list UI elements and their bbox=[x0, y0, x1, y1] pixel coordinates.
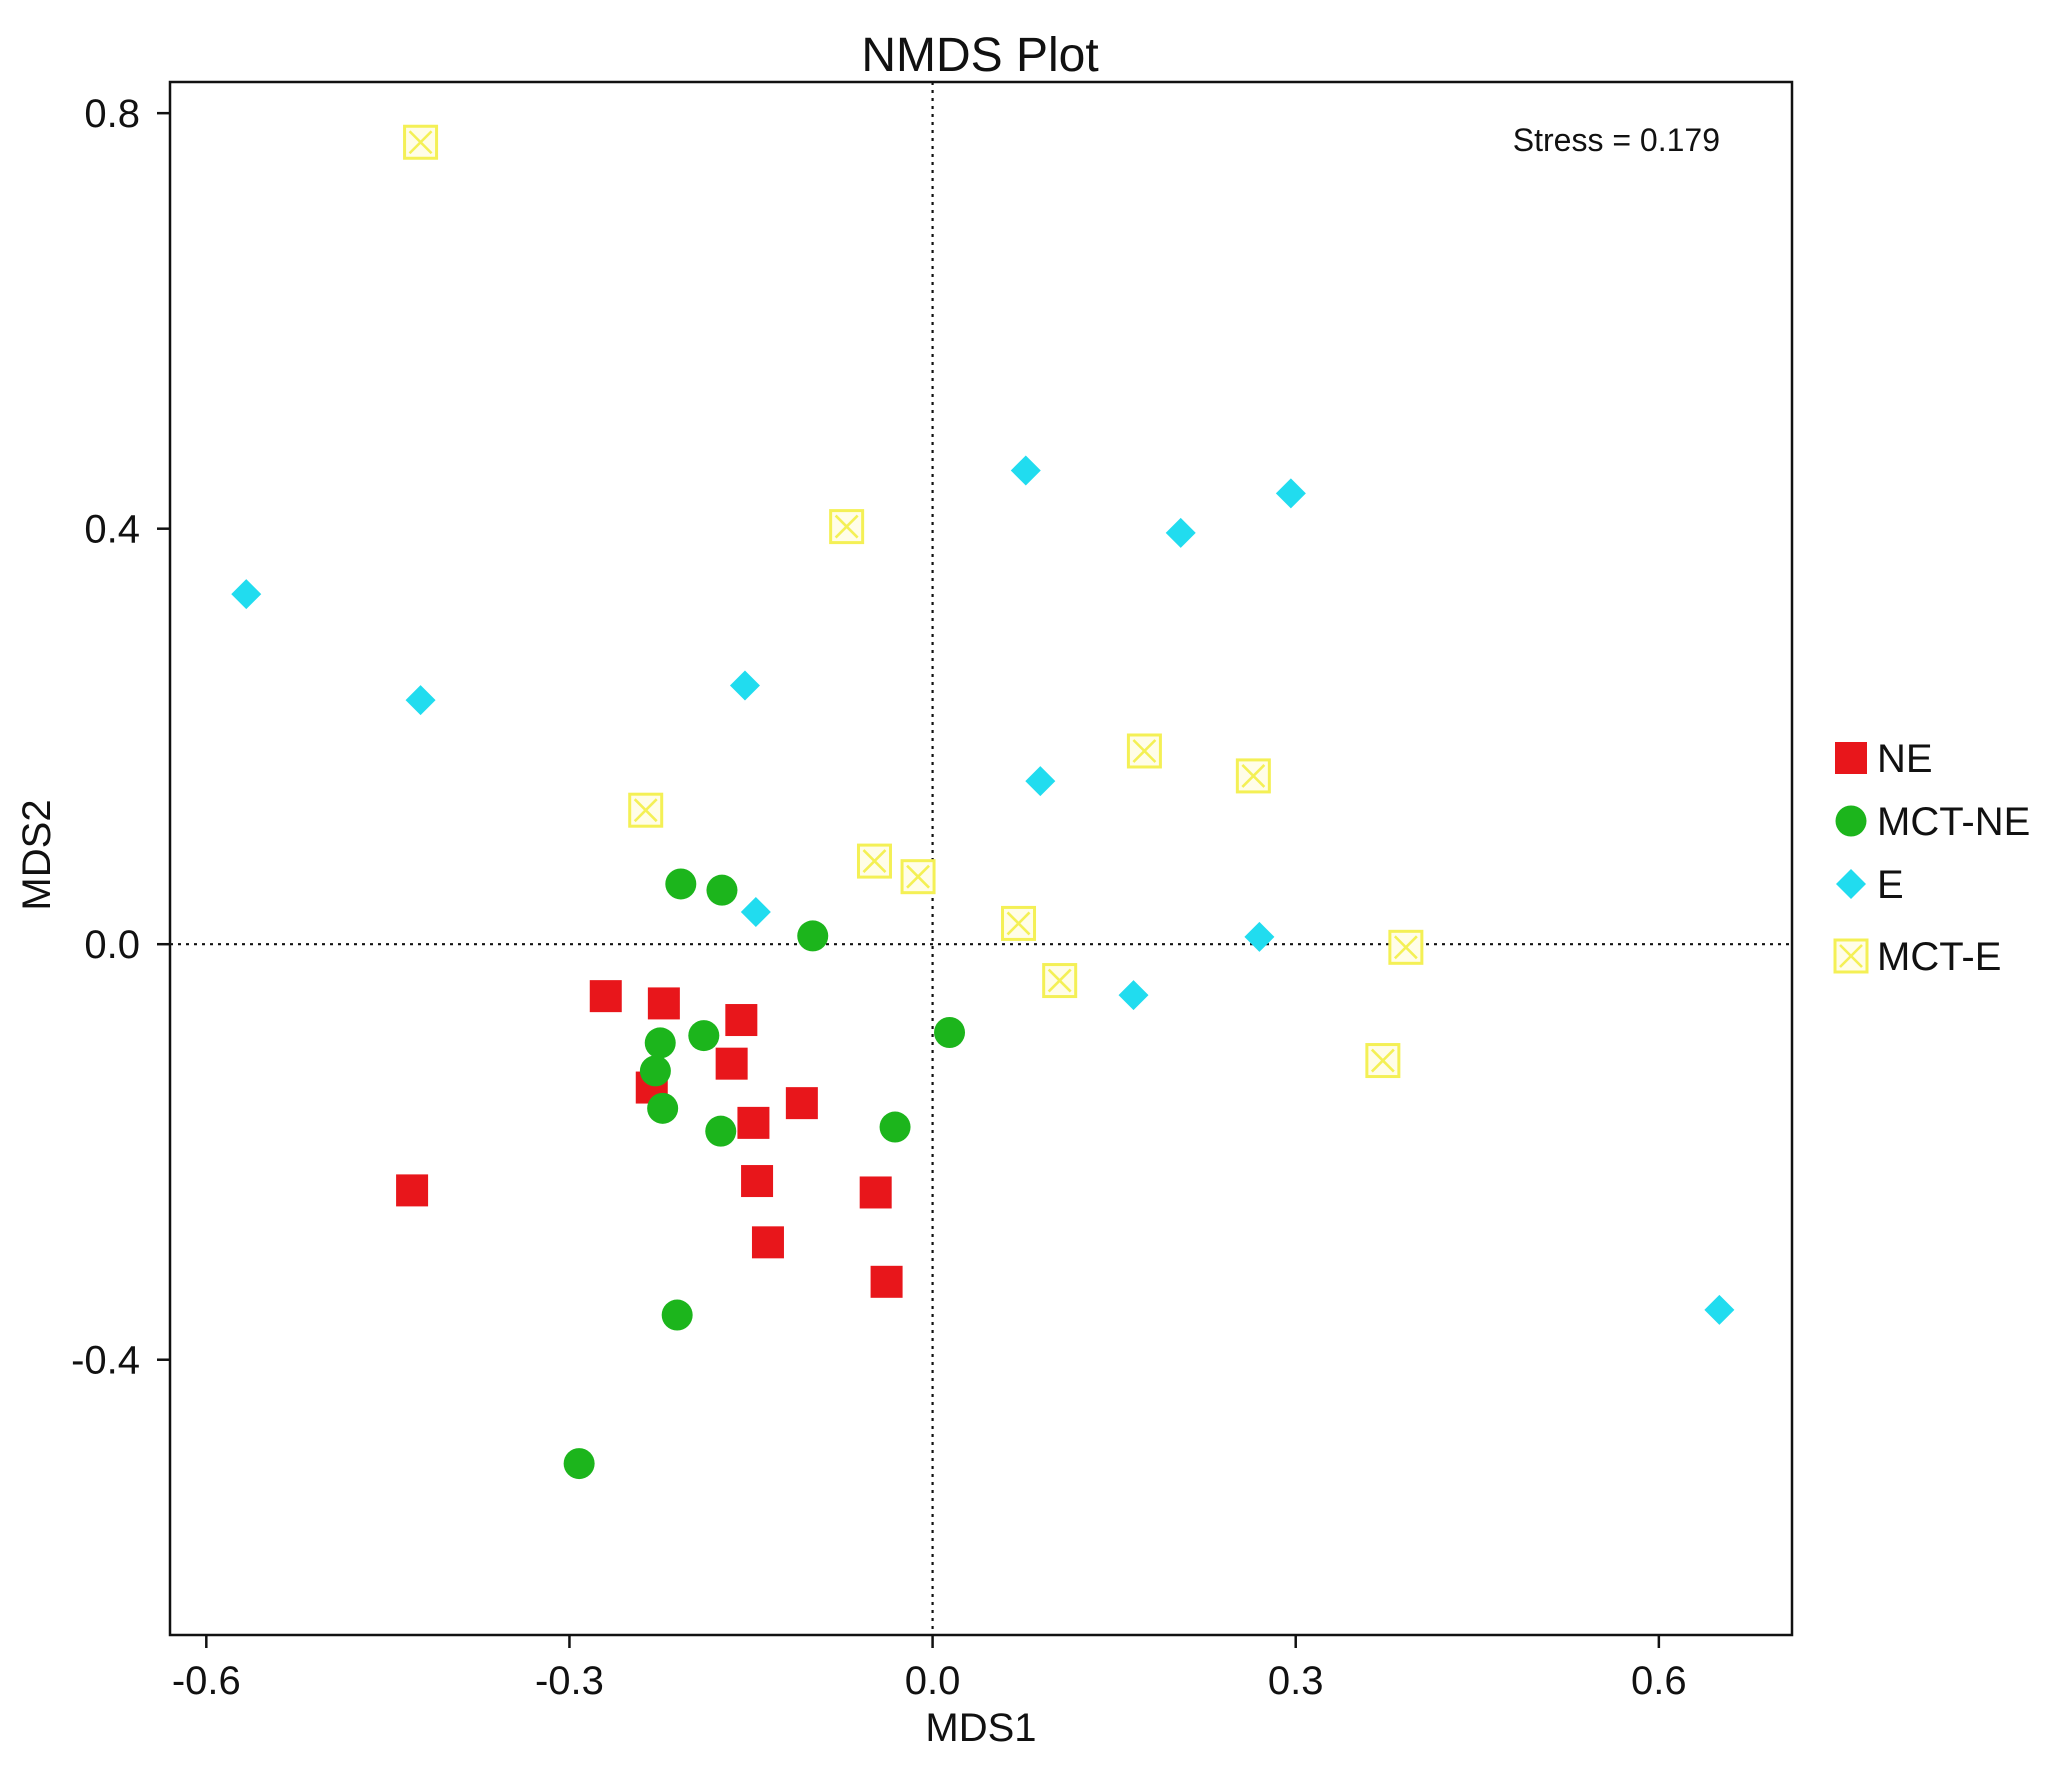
point-e bbox=[1025, 766, 1056, 797]
marker-cross bbox=[834, 514, 859, 539]
point-ne bbox=[396, 1174, 429, 1207]
marker-cross bbox=[1047, 968, 1072, 993]
x-tick-label: -0.3 bbox=[535, 1659, 604, 1703]
point-mct-ne bbox=[644, 1027, 676, 1059]
point-e bbox=[1275, 478, 1306, 509]
series-e bbox=[231, 455, 1735, 1325]
point-mct-e bbox=[900, 859, 936, 895]
point-mct-ne bbox=[706, 874, 738, 906]
point-mct-e bbox=[403, 124, 439, 160]
point-e bbox=[1118, 980, 1149, 1011]
marker-cross bbox=[1132, 739, 1157, 763]
data-points bbox=[231, 124, 1735, 1480]
point-e bbox=[740, 896, 771, 927]
series-mct-e bbox=[403, 124, 1424, 1079]
point-e bbox=[1165, 517, 1196, 548]
legend-item-e: E bbox=[1836, 863, 1904, 907]
marker-cross bbox=[906, 864, 930, 889]
marker-cross bbox=[1370, 1048, 1395, 1073]
legend-label-mct-ne: MCT-NE bbox=[1877, 800, 2030, 844]
y-tick-label: 0.8 bbox=[84, 92, 140, 136]
point-ne bbox=[785, 1087, 818, 1120]
legend-label-e: E bbox=[1877, 863, 1904, 907]
point-mct-e bbox=[1126, 733, 1162, 769]
point-mct-ne bbox=[639, 1055, 671, 1087]
x-tick-label: 0.6 bbox=[1631, 1659, 1687, 1703]
point-mct-ne bbox=[563, 1448, 595, 1480]
point-mct-e bbox=[1042, 963, 1078, 999]
x-tick-label: 0.3 bbox=[1268, 1659, 1324, 1703]
series-mct-ne bbox=[563, 868, 966, 1480]
point-ne bbox=[741, 1165, 774, 1198]
y-tick-label: 0.4 bbox=[84, 508, 140, 552]
point-e bbox=[1704, 1294, 1735, 1325]
point-mct-ne bbox=[797, 920, 829, 952]
series-ne bbox=[396, 980, 903, 1298]
marker-cross bbox=[1839, 944, 1863, 968]
legend-marker-e bbox=[1836, 869, 1866, 899]
y-axis-label: MDS2 bbox=[15, 799, 59, 910]
point-e bbox=[231, 579, 262, 610]
axis-ticks: -0.6 -0.3 0.0 0.3 0.6 -0.4 0.0 0.4 0.8 bbox=[71, 92, 1687, 1703]
point-ne bbox=[737, 1106, 770, 1139]
point-mct-ne bbox=[688, 1020, 720, 1052]
reference-lines bbox=[170, 82, 1792, 1635]
point-e bbox=[405, 685, 436, 716]
y-tick-label: 0.0 bbox=[84, 923, 140, 967]
point-mct-ne bbox=[705, 1115, 737, 1147]
point-mct-e bbox=[829, 509, 865, 545]
y-tick-label: -0.4 bbox=[71, 1339, 140, 1383]
point-mct-e bbox=[856, 843, 892, 879]
point-mct-ne bbox=[661, 1299, 693, 1331]
legend-marker-mct-ne bbox=[1835, 805, 1867, 837]
marker-cross bbox=[633, 798, 658, 823]
marker-cross bbox=[862, 849, 887, 874]
point-ne bbox=[859, 1176, 892, 1209]
stress-annotation: Stress = 0.179 bbox=[1513, 122, 1720, 158]
point-mct-ne bbox=[879, 1111, 911, 1143]
point-mct-ne bbox=[647, 1092, 679, 1124]
marker-cross bbox=[408, 130, 433, 155]
point-mct-e bbox=[628, 792, 664, 828]
point-ne bbox=[751, 1226, 784, 1259]
point-e bbox=[1244, 921, 1275, 952]
marker-cross bbox=[1241, 763, 1266, 788]
point-e bbox=[1010, 455, 1041, 486]
point-ne bbox=[725, 1004, 758, 1037]
legend-label-ne: NE bbox=[1877, 737, 1933, 781]
point-mct-e bbox=[1388, 929, 1424, 965]
point-ne bbox=[647, 987, 680, 1020]
x-tick-label: -0.6 bbox=[172, 1659, 241, 1703]
x-axis-label: MDS1 bbox=[925, 1706, 1036, 1750]
legend-marker-mct-e bbox=[1833, 938, 1869, 974]
legend-item-mct-ne: MCT-NE bbox=[1835, 800, 2030, 844]
point-mct-e bbox=[1365, 1043, 1401, 1079]
point-mct-ne bbox=[934, 1016, 966, 1048]
legend-item-mct-e: MCT-E bbox=[1833, 935, 2001, 979]
chart-title: NMDS Plot bbox=[861, 29, 1098, 82]
point-e bbox=[729, 670, 760, 701]
legend-label-mct-e: MCT-E bbox=[1877, 935, 2001, 979]
x-tick-label: 0.0 bbox=[905, 1659, 961, 1703]
legend-item-ne: NE bbox=[1835, 737, 1933, 781]
point-mct-e bbox=[1235, 758, 1271, 794]
marker-cross bbox=[1006, 911, 1031, 936]
point-ne bbox=[715, 1047, 748, 1080]
legend-marker-ne bbox=[1835, 742, 1867, 774]
plot-frame bbox=[168, 80, 1794, 1637]
legend: NE MCT-NE E MCT-E bbox=[1833, 737, 2030, 979]
point-ne bbox=[870, 1265, 903, 1298]
point-mct-e bbox=[1001, 905, 1037, 941]
marker-cross bbox=[1393, 935, 1418, 960]
point-mct-ne bbox=[665, 868, 697, 900]
point-ne bbox=[589, 980, 622, 1013]
